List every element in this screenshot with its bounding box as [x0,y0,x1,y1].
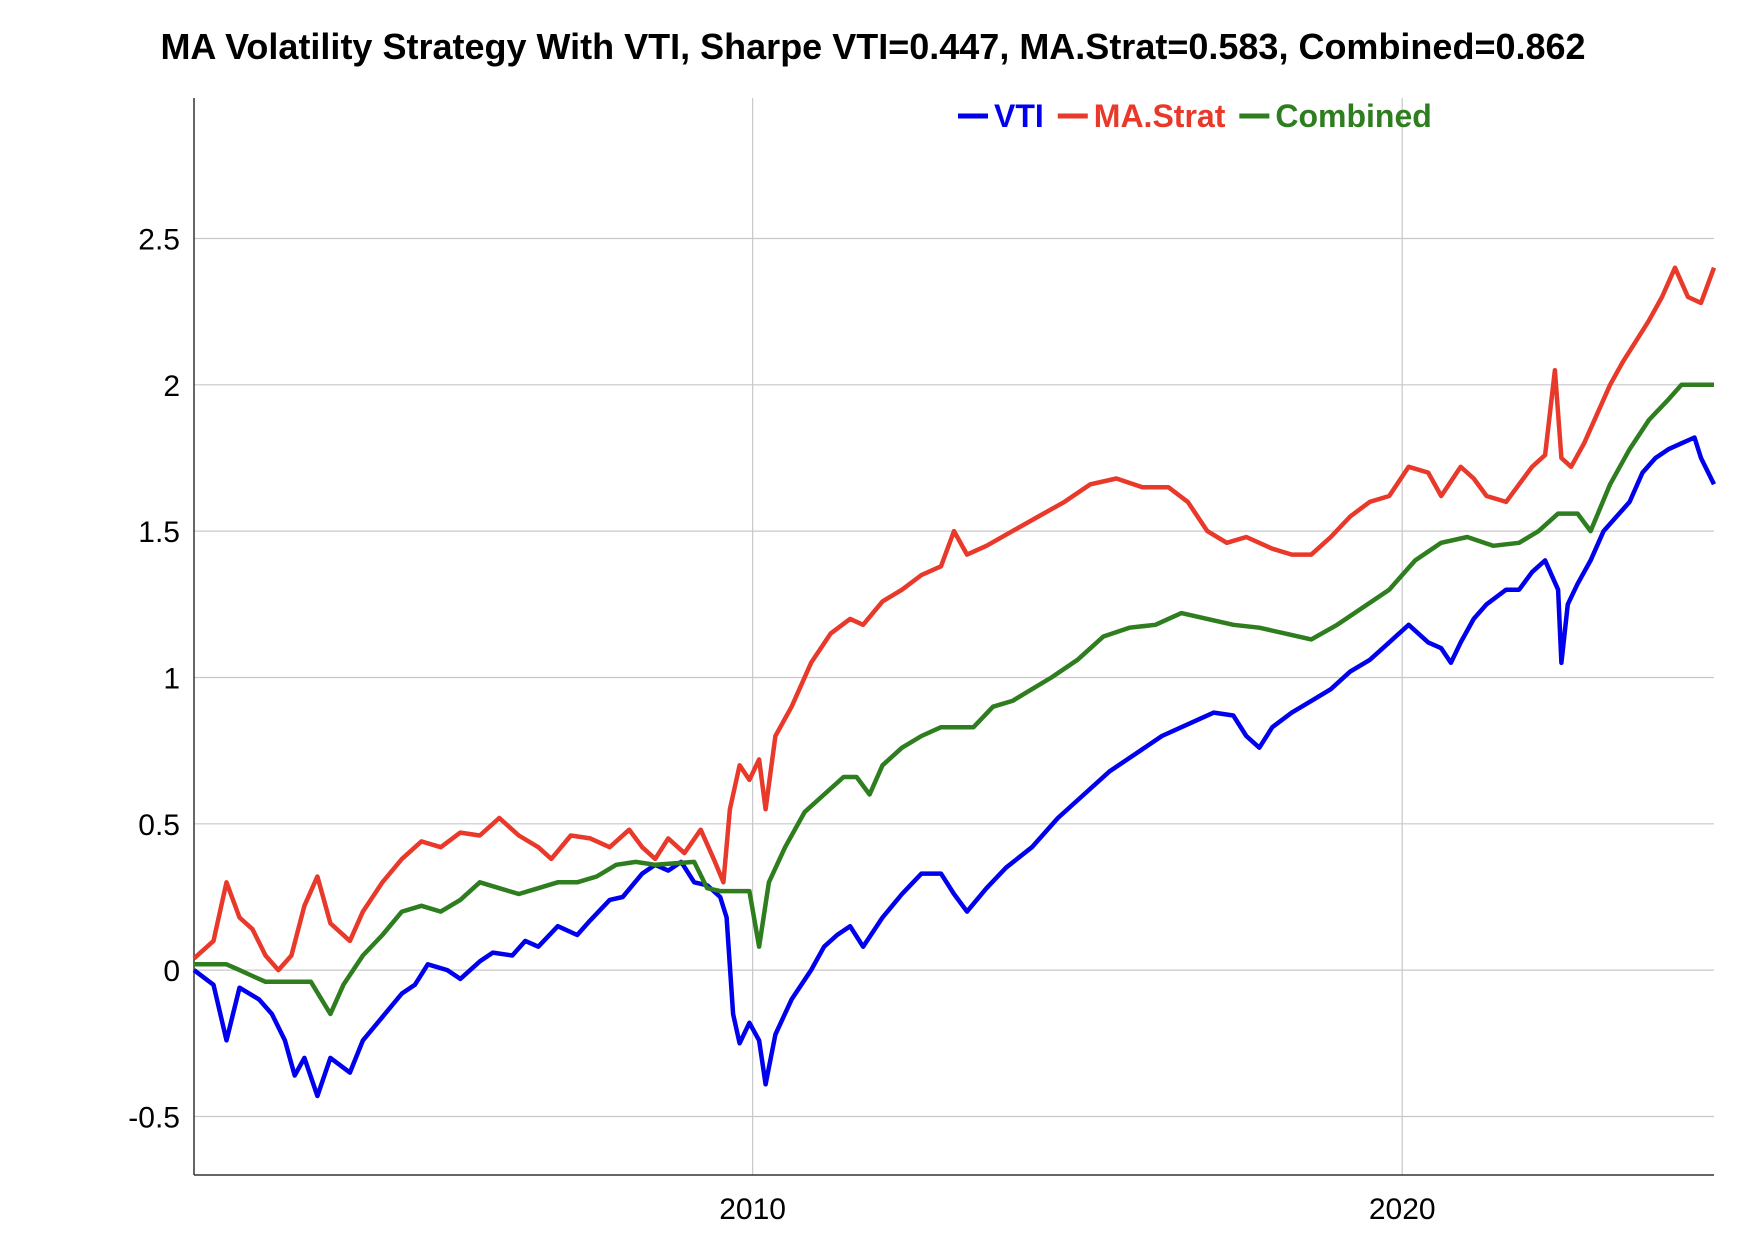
axes [193,98,1714,1176]
y-tick-label: 2 [163,370,180,403]
y-tick-label: 0.5 [138,809,180,842]
x-tick-label: 2010 [719,1193,786,1226]
series-line-vti [192,435,1717,1099]
chart-title: MA Volatility Strategy With VTI, Sharpe … [160,26,1586,67]
series-lines [192,265,1717,1099]
legend-label-vti: VTI [994,98,1044,134]
tick-labels: -0.5 0 0.5 1 1.5 2 2.5 2010 2020 [128,223,1435,1226]
grid-lines [194,98,1714,1175]
series-line-ma-strat [192,265,1717,973]
legend-label-ma-strat: MA.Strat [1094,98,1226,134]
legend: VTI MA.Strat Combined [958,98,1432,134]
y-tick-label: 1 [163,662,180,695]
x-tick-label: 2020 [1369,1193,1436,1226]
legend-label-combined: Combined [1275,98,1431,134]
y-tick-label: 1.5 [138,516,180,549]
y-tick-label: 0 [163,955,180,988]
series-line-combined [194,382,1714,1017]
y-tick-label: 2.5 [138,223,180,256]
y-tick-label: -0.5 [128,1101,180,1134]
